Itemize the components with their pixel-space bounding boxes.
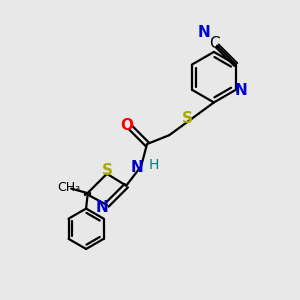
Text: N: N — [130, 160, 143, 175]
Text: H: H — [148, 158, 159, 172]
Text: S: S — [182, 111, 193, 126]
Text: N: N — [96, 200, 109, 215]
Text: O: O — [120, 118, 133, 134]
Text: C: C — [209, 36, 220, 51]
Text: CH₃: CH₃ — [57, 181, 80, 194]
Text: N: N — [234, 83, 247, 98]
Text: S: S — [102, 163, 113, 178]
Text: N: N — [198, 25, 211, 40]
